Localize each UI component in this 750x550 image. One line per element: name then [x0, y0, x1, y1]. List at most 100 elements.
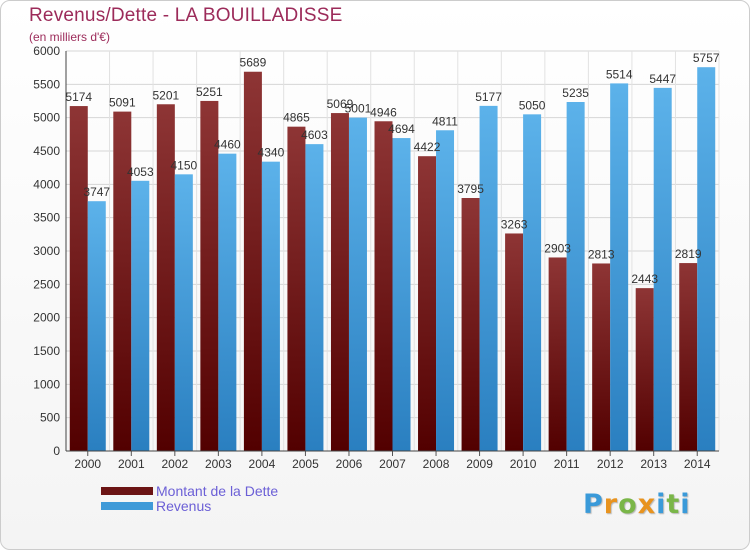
bar-debt [330, 113, 349, 452]
logo-letter: i [656, 489, 667, 520]
x-tick-label: 2000 [74, 457, 101, 471]
data-label-debt: 2443 [631, 272, 658, 286]
bar-revenus [131, 180, 150, 452]
y-tick-label: 4000 [33, 177, 60, 191]
bar-revenus [218, 153, 237, 451]
bar-revenus [436, 130, 455, 451]
x-tick-label: 2008 [423, 457, 450, 471]
y-tick-label: 2500 [33, 277, 60, 291]
y-tick-label: 5500 [33, 77, 60, 91]
data-label-debt: 2813 [588, 247, 615, 261]
x-tick-label: 2001 [118, 457, 145, 471]
data-label-revenus: 4460 [214, 138, 241, 152]
bar-debt [592, 263, 611, 451]
data-label-debt: 5174 [65, 90, 92, 104]
logo-letter: r [603, 489, 619, 520]
bar-debt [679, 263, 698, 451]
y-tick-label: 5000 [33, 111, 60, 125]
bar-debt [156, 104, 175, 452]
y-tick-label: 4500 [33, 144, 60, 158]
data-label-revenus: 5050 [519, 98, 546, 112]
x-tick-label: 2014 [684, 457, 711, 471]
bar-debt [461, 198, 480, 451]
chart-title: Revenus/Dette - LA BOUILLADISSE [29, 5, 343, 26]
data-label-revenus: 5001 [345, 102, 372, 116]
x-tick-label: 2010 [510, 457, 537, 471]
proxiti-logo: Proxiti [583, 489, 691, 520]
axes: 0 500 1000 1500 2000 2500 3000 3500 4000 4500 5000… [33, 44, 719, 471]
x-tick-label: 2013 [640, 457, 667, 471]
x-tick-label: 2005 [292, 457, 319, 471]
y-tick-label: 0 [53, 444, 60, 458]
data-label-debt: 2819 [675, 247, 702, 261]
x-tick-label: 2007 [379, 457, 406, 471]
data-label-debt: 4946 [370, 105, 397, 119]
x-tick-label: 2006 [336, 457, 363, 471]
bar-revenus [261, 161, 280, 451]
x-tick-label: 2011 [554, 457, 580, 471]
x-tick-label: 2003 [205, 457, 232, 471]
data-label-revenus: 4603 [301, 128, 328, 142]
bar-debt [635, 288, 654, 451]
legend-swatch-debt [101, 487, 153, 495]
data-label-revenus: 5757 [693, 51, 720, 65]
bar-revenus [610, 83, 629, 452]
x-tick-label: 2009 [466, 457, 493, 471]
chart-subtitle: (en milliers d'€) [29, 30, 110, 44]
bar-revenus [479, 105, 498, 451]
y-tick-label: 2000 [33, 311, 60, 325]
x-tick-label: 2002 [161, 457, 188, 471]
y-tick-label: 500 [40, 411, 60, 425]
data-label-debt: 4865 [283, 111, 310, 125]
data-label-debt: 5251 [196, 85, 223, 99]
data-label-debt: 5201 [152, 88, 179, 102]
data-label-revenus: 4053 [127, 165, 154, 179]
data-label-revenus: 5177 [475, 90, 502, 104]
bar-revenus [348, 117, 367, 451]
y-tick-label: 6000 [33, 44, 60, 58]
y-tick-label: 1000 [33, 377, 60, 391]
bar-revenus [697, 67, 716, 451]
x-tick-label: 2004 [249, 457, 276, 471]
logo-letter: o [618, 489, 638, 520]
bar-debt [374, 121, 393, 452]
bar-debt [113, 111, 132, 451]
data-label-debt: 3263 [501, 217, 528, 231]
bar-revenus [523, 114, 542, 451]
data-label-revenus: 5235 [562, 86, 589, 100]
data-label-revenus: 4340 [258, 146, 285, 160]
bar-debt [200, 100, 219, 451]
data-label-revenus: 5514 [606, 67, 633, 81]
bar-debt [548, 257, 567, 451]
bar-debt [69, 106, 88, 452]
data-label-revenus: 4811 [432, 114, 458, 128]
y-tick-label: 3500 [33, 211, 60, 225]
logo-letter: P [583, 489, 604, 520]
bar-debt [418, 156, 437, 451]
logo-letter: x [637, 489, 657, 520]
logo-letter: i [680, 489, 691, 520]
data-label-debt: 3795 [457, 182, 484, 196]
bar-revenus [87, 201, 106, 451]
data-label-debt: 4422 [414, 140, 441, 154]
bar-revenus [566, 102, 585, 451]
data-label-debt: 5689 [240, 56, 267, 70]
data-label-revenus: 4694 [388, 122, 415, 136]
bar-debt [243, 71, 262, 451]
bar-revenus [174, 174, 193, 452]
logo-letter: t [666, 489, 681, 520]
data-label-debt: 5091 [109, 96, 136, 110]
data-label-revenus: 3747 [83, 185, 110, 199]
data-label-revenus: 5447 [649, 72, 676, 86]
data-labels: 5174 3747 5091 4053 5201 4150 5251 4460 5689 4340… [65, 51, 719, 286]
legend-swatch-revenus [101, 502, 153, 510]
bars [69, 67, 716, 452]
y-tick-label: 1500 [33, 344, 60, 358]
bar-revenus [653, 87, 672, 451]
bar-revenus [305, 144, 324, 451]
legend-label-revenus: Revenus [156, 498, 212, 514]
y-tick-label: 3000 [33, 244, 60, 258]
x-tick-label: 2012 [597, 457, 624, 471]
